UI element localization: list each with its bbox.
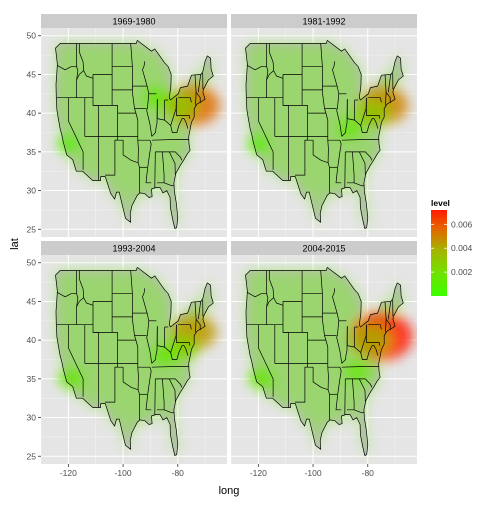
density-hotspot xyxy=(336,119,361,139)
y-axis-title: lat xyxy=(9,238,21,250)
legend-tick-label: 0.004 xyxy=(451,243,473,253)
facet-panel: 2004-2015 xyxy=(231,241,417,464)
y-tick-label: 25 xyxy=(27,451,37,461)
x-tick-label: -120 xyxy=(60,468,77,478)
facet-panel: 1993-2004 xyxy=(41,241,227,464)
y-tick-label: 50 xyxy=(27,31,37,41)
facet-label: 1993-2004 xyxy=(112,244,155,254)
legend: level 0.002 0.004 0.006 xyxy=(431,198,473,296)
y-tick-label: 35 xyxy=(27,374,37,384)
density-hotspot xyxy=(350,324,392,356)
density-hotspot xyxy=(151,346,176,366)
y-tick-label: 30 xyxy=(27,413,37,423)
facet-panels: 1969-1980 1981-1992 1993-2004 2004-2015 xyxy=(41,14,417,464)
legend-colorbar xyxy=(431,210,447,296)
y-tick-label: 25 xyxy=(27,224,37,234)
facet-panel: 1969-1980 xyxy=(41,14,227,237)
state-border-line xyxy=(345,379,346,415)
y-tick-label: 30 xyxy=(27,186,37,196)
x-tick-label: -80 xyxy=(362,468,375,478)
x-tick-label: -120 xyxy=(250,468,267,478)
density-hotspot xyxy=(344,361,369,381)
facet-panel: 1981-1992 xyxy=(231,14,417,237)
x-axis-title: long xyxy=(219,485,240,497)
state-border-line xyxy=(345,152,346,188)
density-hotspot xyxy=(247,136,269,153)
y-tick-label: 50 xyxy=(27,258,37,268)
y-tick-label: 35 xyxy=(27,147,37,157)
x-tick-label: -100 xyxy=(115,468,132,478)
density-hotspot xyxy=(57,136,79,153)
facet-label: 1969-1980 xyxy=(112,17,155,27)
x-tick-label: -100 xyxy=(305,468,322,478)
legend-tick-label: 0.006 xyxy=(451,219,473,229)
y-tick-label: 45 xyxy=(27,69,37,79)
legend-tick-label: 0.002 xyxy=(451,267,473,277)
facet-label: 2004-2015 xyxy=(302,244,345,254)
legend-title: level xyxy=(431,198,450,208)
y-tick-label: 40 xyxy=(27,335,37,345)
facet-label: 1981-1992 xyxy=(302,17,345,27)
x-tick-label: -80 xyxy=(172,468,185,478)
state-border-line xyxy=(155,379,156,415)
y-tick-label: 40 xyxy=(27,108,37,118)
state-border-line xyxy=(155,152,156,188)
y-tick-label: 45 xyxy=(27,296,37,306)
